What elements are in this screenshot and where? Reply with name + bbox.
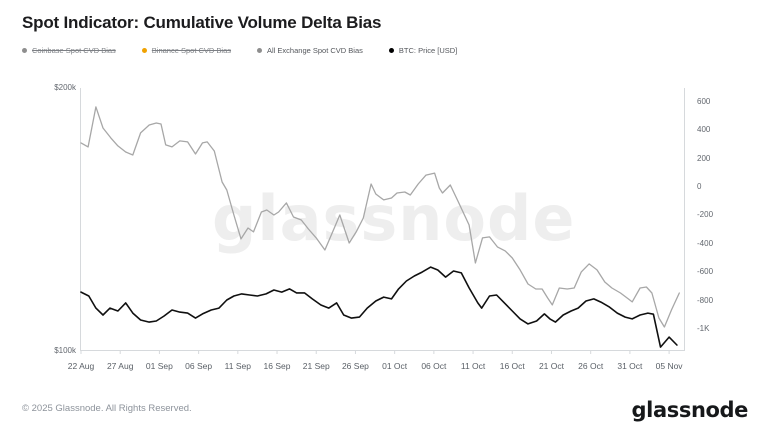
right-axis-label: -800 bbox=[697, 295, 714, 305]
legend-item-label: BTC: Price [USD] bbox=[398, 46, 458, 55]
page-title: Spot Indicator: Cumulative Volume Delta … bbox=[22, 13, 382, 32]
legend-item-coinbase-spot-cvd-bias[interactable]: Coinbase Spot CVD Bias bbox=[22, 46, 116, 55]
glassnode-logo: glassnode bbox=[631, 398, 749, 422]
right-axis-label: 0 bbox=[697, 181, 702, 191]
x-axis-label: 31 Oct bbox=[617, 361, 643, 371]
x-axis-label: 16 Sep bbox=[263, 361, 291, 371]
series-line-btc-price-usd bbox=[80, 266, 678, 348]
x-axis-label: 11 Sep bbox=[224, 361, 251, 371]
legend-dot-icon bbox=[257, 48, 263, 53]
legend-dot-icon bbox=[22, 48, 27, 53]
legend-dot-icon bbox=[388, 48, 394, 53]
legend-dot-icon bbox=[141, 48, 147, 53]
x-axis-label: 05 Nov bbox=[655, 361, 683, 371]
right-axis-label: -600 bbox=[697, 267, 714, 277]
copyright-text: © 2025 Glassnode. All Rights Reserved. bbox=[22, 403, 192, 414]
x-axis-label: 06 Oct bbox=[421, 361, 447, 371]
legend-item-label: Binance Spot CVD Bias bbox=[151, 46, 232, 55]
x-axis-label: 27 Aug bbox=[106, 361, 134, 371]
right-axis-label: 200 bbox=[697, 153, 711, 163]
right-axis-label: 600 bbox=[697, 96, 711, 106]
x-axis-label: 21 Sep bbox=[302, 361, 330, 371]
glassnode-watermark: glassnode bbox=[212, 182, 576, 255]
left-axis-label: $100k bbox=[54, 346, 76, 355]
legend-item-all-exchange-spot-cvd-bias[interactable]: All Exchange Spot CVD Bias bbox=[257, 46, 363, 55]
x-axis-label: 06 Sep bbox=[185, 361, 213, 371]
left-axis-label: $200k bbox=[54, 83, 76, 92]
x-axis-label: 21 Oct bbox=[538, 361, 564, 371]
x-axis-label: 26 Sep bbox=[341, 361, 369, 371]
x-axis-label: 01 Oct bbox=[382, 361, 408, 371]
legend-item-label: Coinbase Spot CVD Bias bbox=[32, 46, 116, 55]
right-axis-label: -1K bbox=[697, 324, 710, 334]
x-axis-label: 11 Oct bbox=[460, 361, 486, 371]
x-axis-label: 22 Aug bbox=[67, 361, 95, 371]
legend-item-btc-price-usd[interactable]: BTC: Price [USD] bbox=[388, 46, 458, 55]
chart-plot-area[interactable] bbox=[80, 88, 685, 358]
right-axis-label: -200 bbox=[697, 210, 714, 220]
x-axis-label: 26 Oct bbox=[578, 361, 604, 371]
x-axis-label: 01 Sep bbox=[145, 361, 173, 371]
right-axis-label: -400 bbox=[697, 238, 714, 248]
legend: Coinbase Spot CVD Bias Binance Spot CVD B… bbox=[22, 46, 457, 55]
series-line-all-exchange-spot-cvd-bias bbox=[80, 106, 680, 328]
x-axis-label: 16 Oct bbox=[499, 361, 525, 371]
legend-item-binance-spot-cvd-bias[interactable]: Binance Spot CVD Bias bbox=[141, 46, 232, 55]
right-axis-label: 400 bbox=[697, 125, 711, 135]
legend-item-label: All Exchange Spot CVD Bias bbox=[267, 46, 363, 55]
